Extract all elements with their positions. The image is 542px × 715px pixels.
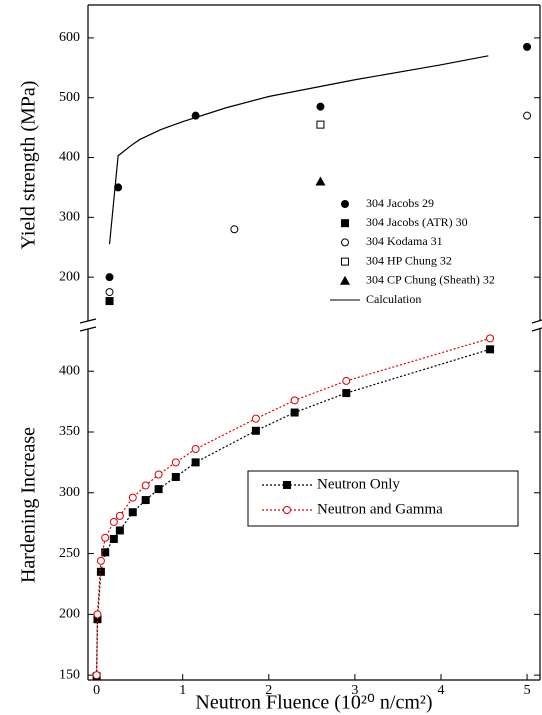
marker [96,567,105,576]
legend-label: Neutron Only [317,476,400,492]
x-axis-label: Neutron Fluence (10²⁰ n/cm²) [195,692,432,714]
x-tick-label: 1 [179,683,186,698]
marker [191,458,200,467]
legend-box [247,470,519,527]
marker [230,225,239,234]
legend-label: 304 CP Chung (Sheath) 32 [366,273,495,287]
marker [109,534,118,543]
marker [315,176,326,186]
marker [154,485,163,494]
x-tick-label: 2 [265,683,272,698]
y-axis-label: Yield strength (MPa) [18,81,40,250]
legend-label: Neutron and Gamma [317,501,443,517]
marker [128,493,137,502]
series-line [108,55,489,245]
marker [96,556,105,565]
y-tick-label: 200 [59,607,80,622]
x-tick-label: 4 [437,683,444,698]
marker [290,408,299,417]
legend: Neutron Only Neutron and Gamma [247,470,519,527]
marker [105,297,114,306]
marker [128,508,137,517]
legend-label: 304 Kodama 31 [366,234,443,248]
marker [171,458,180,467]
marker [283,506,291,514]
y-tick-label: 300 [59,485,80,500]
marker [341,257,349,266]
y-tick-label: 400 [59,150,80,165]
x-tick-label: 3 [351,683,358,698]
marker [523,111,532,120]
marker [340,275,350,285]
y-tick-label: 250 [59,546,80,561]
y-tick-label: 300 [59,210,80,225]
marker [342,376,351,385]
frame [79,4,542,681]
marker [316,102,325,111]
marker [92,671,101,680]
marker [316,120,325,129]
marker [154,470,163,479]
marker [141,481,150,490]
marker [341,219,349,228]
marker [171,472,180,481]
marker [114,183,123,192]
y-tick-label: 600 [59,30,80,45]
y-tick-label: 350 [59,424,80,439]
y-tick-label: 200 [59,269,80,284]
marker [115,511,124,520]
marker [109,517,118,526]
legend-label: Calculation [366,292,421,306]
marker [486,345,495,354]
marker [523,42,532,51]
legend-label: 304 HP Chung 32 [366,253,452,267]
marker [283,481,291,489]
marker [141,496,150,505]
marker [101,548,110,557]
marker [105,273,114,282]
marker [341,238,349,247]
marker [486,334,495,343]
y-tick-label: 400 [59,363,80,378]
x-tick-label: 5 [524,683,531,698]
y-axis-label: Hardening Increase [18,427,40,583]
x-tick-label: 0 [93,683,100,698]
marker [93,615,102,624]
marker [101,533,110,542]
marker [342,389,351,398]
legend: 304 Jacobs 29 304 Jacobs (ATR) 30 304 Koda… [330,196,495,306]
legend-label: 304 Jacobs (ATR) 30 [366,215,468,229]
marker [93,610,102,619]
marker [341,200,349,208]
marker [251,426,260,435]
marker [115,526,124,535]
y-tick-label: 150 [59,667,80,682]
marker [105,288,114,297]
marker [290,396,299,405]
legend-label: 304 Jacobs 29 [366,196,434,210]
marker [251,414,260,423]
y-tick-label: 500 [59,90,80,105]
marker [191,445,200,454]
